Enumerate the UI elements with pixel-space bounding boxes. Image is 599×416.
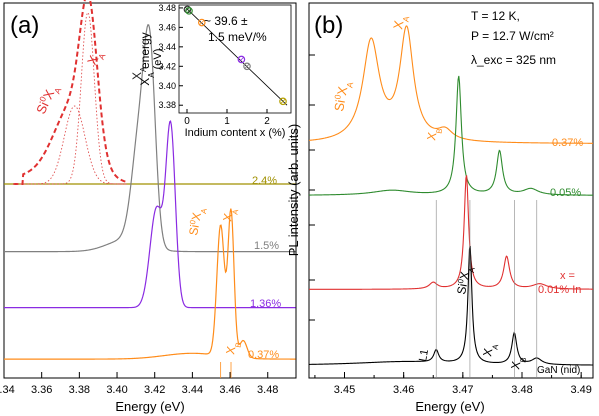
series-label: x = <box>560 270 575 282</box>
x-tick-label: 3.49 <box>570 384 591 396</box>
peak-annotation: XB <box>508 355 528 371</box>
peak-annotation: Si0XA <box>186 205 209 237</box>
inset-slope-label: 1.5 meV/% <box>208 30 267 44</box>
x-tick-label: 3.38 <box>69 384 90 396</box>
series-line-gan <box>308 245 594 366</box>
x-tick-label: 3.48 <box>511 384 532 396</box>
series-label: 2.4% <box>252 175 277 187</box>
series-line-0.37 <box>308 25 593 144</box>
peak-annotation: XB <box>424 126 444 142</box>
peak-annotation: XB <box>223 340 243 356</box>
inset-frame <box>178 4 292 114</box>
condition-power: P = 12.7 W/cm² <box>471 29 554 43</box>
peak-annotation: XA <box>130 66 148 80</box>
series-line-2.4-sub1 <box>13 105 127 185</box>
condition-temperature: T = 12 K, <box>471 9 520 23</box>
peak-annotation: L1 <box>417 348 431 362</box>
x-tick-label: 3.46 <box>393 384 414 396</box>
inset-y-tick-label: 3.44 <box>158 42 176 52</box>
inset-data-point <box>185 7 193 15</box>
series-line-1.5 <box>4 24 296 253</box>
peak-annotation: XA <box>220 206 240 223</box>
inset-data-point-mark <box>186 8 192 14</box>
series-label: 0.05% <box>550 187 581 199</box>
peak-annotation: Si0XA <box>32 81 63 117</box>
x-tick-label: 3.47 <box>452 384 473 396</box>
inset-x-tick-label: 1 <box>224 116 230 127</box>
inset-x-tick-label: 2 <box>264 116 270 127</box>
series-label: 0.37% <box>552 137 583 149</box>
peak-annotation: XA <box>84 48 107 69</box>
x-tick-label: 3.44 <box>182 384 203 396</box>
inset-data-point-mark <box>244 64 250 69</box>
inset-y-tick-label: 3.48 <box>158 3 176 13</box>
series-line-2.4-fit <box>13 0 127 185</box>
peak-annotation: Si0XA <box>330 79 355 113</box>
x-axis-label: Energy (eV) <box>415 399 484 414</box>
x-tick-label: 3.48 <box>257 384 278 396</box>
peak-annotation: XA <box>480 341 500 358</box>
x-axis-label: Energy (eV) <box>115 399 184 414</box>
condition-wavelength: λ_exc = 325 nm <box>471 53 556 67</box>
inset-y-tick-label: 3.38 <box>158 100 176 110</box>
panel-a-label: (a) <box>10 12 39 39</box>
inset-data-point <box>237 55 246 64</box>
inset-y-tick-label: 3.42 <box>158 61 176 71</box>
inset-y-tick-label: 3.46 <box>158 22 176 32</box>
inset-y-label: XA energy <box>138 32 156 85</box>
inset-y-tick-label: 3.40 <box>158 81 176 91</box>
inset-x-label: Indium content x (%) <box>185 127 286 139</box>
inset-chart: 0 1 2 3.38 3.40 3.42 3.44 3.46 3.48 Indium conten… <box>138 3 292 139</box>
inset-data-point <box>279 97 287 106</box>
x-tick-label: 3.42 <box>144 384 165 396</box>
panel-a-frame <box>3 2 297 379</box>
x-tick-label: 3.45 <box>334 384 355 396</box>
x-tick-label: 3.46 <box>219 384 240 396</box>
x-tick-label: 3.36 <box>31 384 52 396</box>
inset-y-label-unit: (eV) <box>152 49 164 70</box>
series-label: 0.37% <box>248 349 279 361</box>
inset-slope-label: ~ 39.6 ± <box>204 14 248 28</box>
inset-data-point-mark <box>280 99 286 104</box>
inset-data-point <box>198 18 206 27</box>
x-tick-label: 3.34 <box>0 384 15 396</box>
series-line-0.01 <box>309 175 594 290</box>
inset-data-point-mark <box>199 20 205 25</box>
series-line-2.4-sub2 <box>13 11 127 185</box>
inset-fit-line <box>184 6 288 106</box>
panel-b-label: (b) <box>314 12 343 39</box>
peak-annotation: Si0XA <box>454 264 477 296</box>
series-label: 0.01% In <box>538 284 581 296</box>
series-line-1.36 <box>4 120 296 309</box>
inset-data-point-mark <box>239 57 244 62</box>
series-label: 1.36% <box>250 298 281 310</box>
panel-a: 3.34 3.36 3.38 3.40 3.42 3.44 3.46 3.48 Energy (… <box>0 0 296 414</box>
series-line-0.05 <box>308 75 593 196</box>
panel-b: 3.45 3.46 3.47 3.48 3.49 Energy (eV) PL intens… <box>286 9 594 414</box>
series-label: 1.5% <box>254 240 279 252</box>
series-label: GaN (nid) <box>537 365 580 376</box>
x-tick-label: 3.40 <box>106 384 127 396</box>
inset-data-point <box>243 62 251 71</box>
peak-annotation: XA <box>390 13 411 31</box>
series-line-0.37 <box>4 208 296 360</box>
inset-x-tick-label: 0 <box>184 116 190 127</box>
y-axis-label: PL intensity (arb. units) <box>286 124 301 256</box>
